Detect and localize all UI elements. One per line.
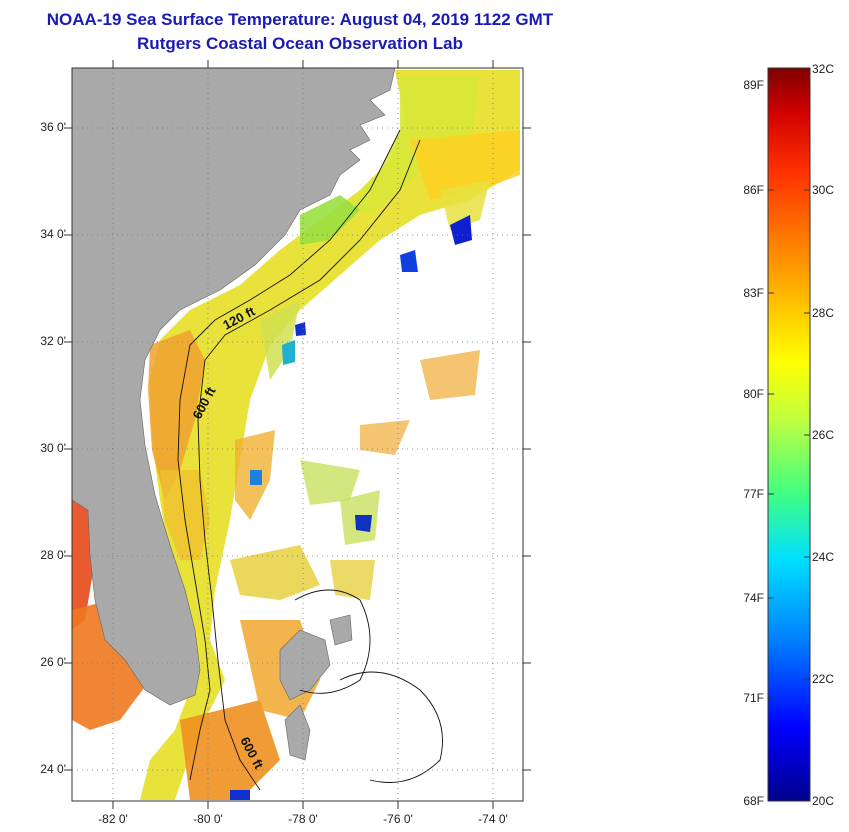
colorbar-c-20: 20C xyxy=(812,794,835,808)
lat-label-32: 32 0' xyxy=(40,334,66,348)
colorbar-f-71: 71F xyxy=(743,691,764,705)
colorbar-f-74: 74F xyxy=(743,591,764,605)
colorbar xyxy=(767,67,811,802)
colorbar-f-89: 89F xyxy=(743,78,764,92)
lon-label-80: -80 0' xyxy=(193,812,223,826)
colorbar-c-32: 32C xyxy=(812,62,835,76)
lat-label-24: 24 0' xyxy=(40,762,66,776)
colorbar-f-86: 86F xyxy=(743,183,764,197)
lon-label-76: -76 0' xyxy=(383,812,413,826)
lon-label-78: -78 0' xyxy=(288,812,318,826)
map-frame xyxy=(71,67,524,802)
title-line-1: NOAA-19 Sea Surface Temperature: August … xyxy=(46,10,554,29)
sst-field xyxy=(72,70,520,800)
colorbar-c-24: 24C xyxy=(812,550,835,564)
lon-label-74: -74 0' xyxy=(478,812,508,826)
colorbar-f-80: 80F xyxy=(743,387,764,401)
axis-ticks xyxy=(64,60,531,809)
colorbar-c-26: 26C xyxy=(812,428,835,442)
colorbar-f-83: 83F xyxy=(743,286,764,300)
lat-label-28: 28 0' xyxy=(40,548,66,562)
lat-label-36: 36 0' xyxy=(40,120,66,134)
colorbar-ticks xyxy=(768,84,810,699)
colorbar-c-22: 22C xyxy=(812,672,835,686)
lon-label-82: -82 0' xyxy=(98,812,128,826)
lat-label-34: 34 0' xyxy=(40,227,66,241)
lat-label-30: 30 0' xyxy=(40,441,66,455)
colorbar-f-77: 77F xyxy=(743,487,764,501)
colorbar-f-68: 68F xyxy=(743,794,764,808)
graticule xyxy=(72,68,523,801)
title-line-2: Rutgers Coastal Ocean Observation Lab xyxy=(137,34,463,53)
colorbar-c-30: 30C xyxy=(812,183,835,197)
lat-label-26: 26 0' xyxy=(40,655,66,669)
colorbar-c-28: 28C xyxy=(812,306,835,320)
land xyxy=(72,68,396,761)
